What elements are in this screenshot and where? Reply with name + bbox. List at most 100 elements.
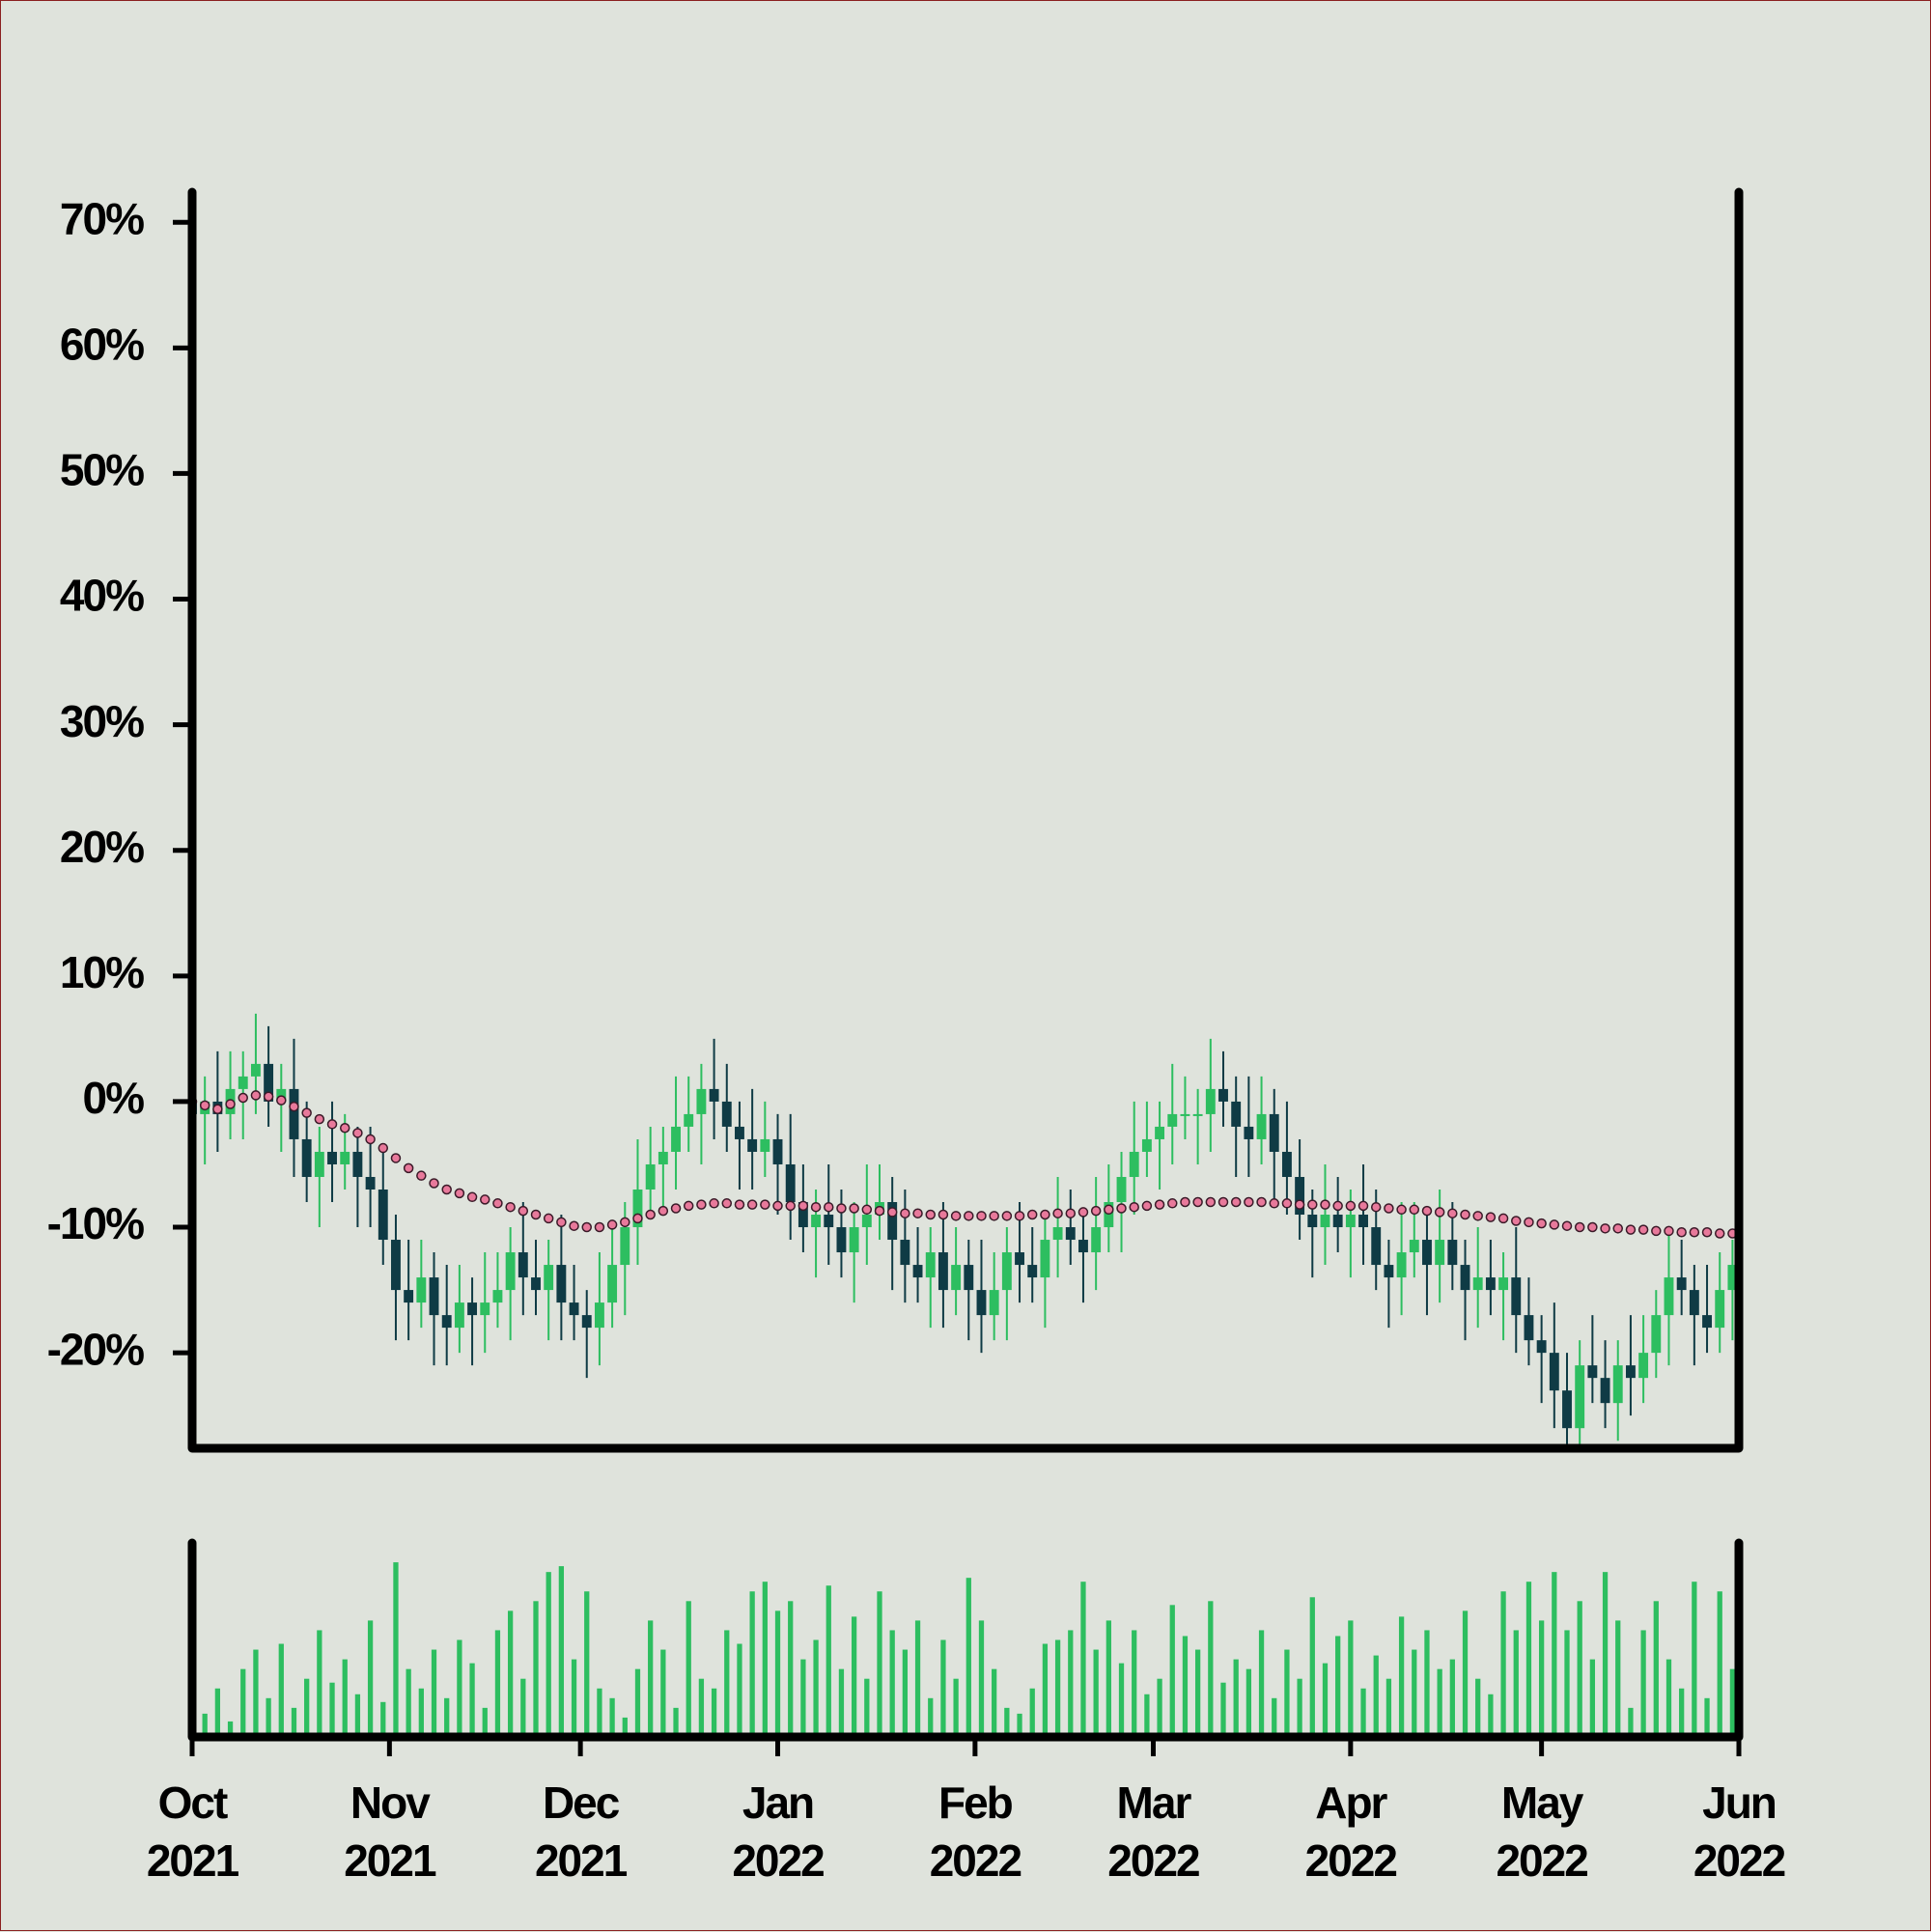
volume-bar [431,1649,437,1737]
candle-body [1435,1240,1445,1266]
moving-average-dot [620,1217,630,1228]
volume-bar [1182,1636,1189,1737]
candle-body [454,1302,464,1329]
moving-average-dot [263,1091,274,1102]
volume-bar [1093,1649,1099,1737]
candle-body [569,1302,579,1316]
candle-body [645,1163,656,1190]
moving-average-dot [1180,1196,1190,1208]
candle-body [352,1151,363,1177]
volume-bar [469,1663,475,1737]
candle-body [925,1252,936,1278]
moving-average-dot [365,1134,376,1145]
candle-body [327,1151,337,1164]
candle-body [1295,1176,1305,1216]
candle-body [1078,1240,1088,1253]
moving-average-dot [289,1101,299,1112]
moving-average-dot [225,1099,236,1109]
candle-body [1460,1265,1470,1291]
volume-bar [762,1582,768,1737]
volume-bar [966,1578,971,1737]
volume-bar [1513,1630,1519,1737]
candle-body [404,1290,414,1303]
candle-body [264,1063,274,1102]
volume-bar [1258,1630,1265,1737]
volume-bar [1412,1649,1417,1737]
candle-body [1218,1088,1228,1102]
volume-bar [648,1620,654,1737]
candle-body [556,1265,567,1303]
candle-body [1409,1240,1419,1253]
volume-bar [953,1678,959,1737]
x-tick-label: May 2022 [1496,1778,1588,1886]
volume-bar [673,1707,679,1737]
volume-bar [1042,1643,1049,1737]
moving-average-dot [556,1217,567,1228]
moving-average-dot [1485,1212,1497,1222]
moving-average-dot [1256,1196,1267,1208]
volume-bar [1475,1678,1481,1737]
candle-body [1091,1227,1102,1253]
moving-average-dot [429,1178,439,1189]
candle-body [594,1302,604,1329]
moving-average-dot [1040,1209,1050,1220]
volume-bar [851,1616,857,1737]
candle-body [938,1252,948,1291]
volume-bar [634,1668,641,1737]
volume-bar [1118,1663,1125,1737]
y-tick-label: 40% [60,571,144,621]
volume-bar [214,1688,221,1737]
volume-bar [838,1668,845,1737]
moving-average-dot [390,1153,402,1163]
volume-bar [1589,1659,1596,1737]
y-tick-label: 50% [60,445,144,495]
volume-bar [1488,1694,1494,1737]
moving-average-dot [1001,1211,1013,1221]
moving-average-dot [1230,1196,1242,1208]
moving-average-dot [1077,1207,1089,1218]
volume-bar [1284,1649,1290,1737]
volume-bar [1297,1678,1302,1737]
candle-body [1562,1390,1572,1429]
moving-average-dot [772,1200,783,1212]
candle-body [301,1138,312,1177]
moving-average-dot [454,1188,465,1199]
moving-average-dot [746,1199,758,1210]
candle-body [1422,1240,1432,1266]
volume-bar [1525,1582,1532,1737]
axes: -20% -10% 0% 10% 20% 30% 40% 50% 60% 70% [47,187,1744,1756]
volume-bar [571,1659,577,1737]
volume-bar [711,1688,717,1737]
candle-body [1141,1138,1152,1152]
candle-body [900,1240,910,1266]
candle-body [505,1252,516,1291]
volume-bar [1157,1678,1162,1737]
candle-body [1052,1227,1063,1241]
moving-average-dot [1014,1211,1025,1221]
volume-bar [317,1630,322,1737]
volume-bar [1577,1601,1582,1737]
volume-bar [749,1591,755,1737]
x-tick-label: Apr 2022 [1304,1778,1398,1886]
moving-average-dot [1612,1223,1623,1234]
moving-average-dot [734,1199,745,1210]
candle-body [709,1088,719,1102]
candle-body [1664,1277,1674,1316]
candle-body [1065,1227,1076,1241]
moving-average-dot [1357,1200,1369,1212]
moving-average-dot [505,1201,516,1213]
volume-bar [1704,1697,1710,1737]
moving-average-dot [1026,1209,1038,1220]
moving-average-dot [492,1198,503,1209]
candle-body [721,1101,732,1127]
candle-body [1676,1277,1687,1291]
volume-bar [482,1707,488,1737]
volume-bar [788,1601,794,1737]
candle-body [314,1151,324,1177]
volume-bar [1538,1620,1545,1737]
volume-bar [914,1620,921,1737]
volume-bar [1105,1620,1111,1737]
candle-body [824,1215,834,1228]
volume-bar [253,1649,259,1737]
moving-average-dot [696,1199,707,1210]
